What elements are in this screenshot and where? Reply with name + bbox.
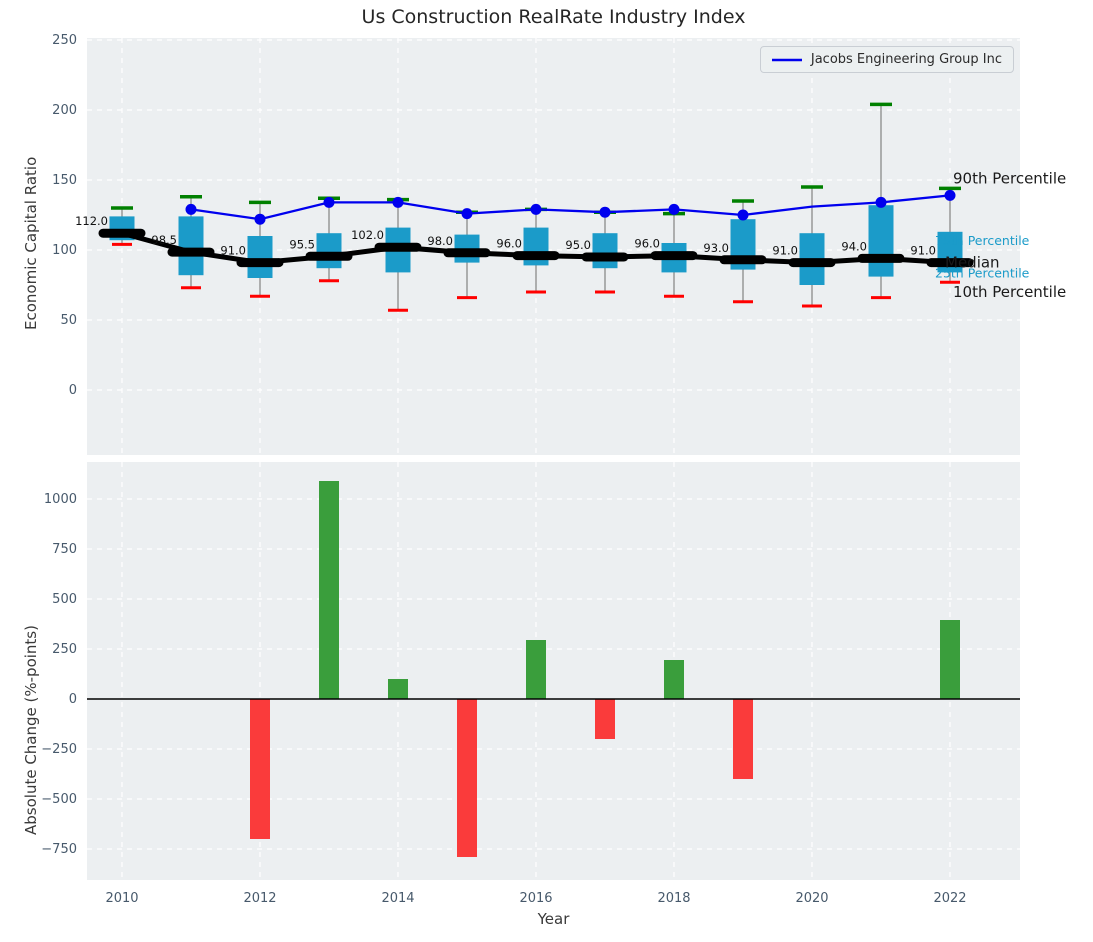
- iqr-box-2021: [868, 205, 894, 277]
- top-y-tick: 50: [60, 313, 77, 328]
- top-y-axis-label: Economic Capital Ratio: [22, 156, 40, 330]
- company-point-2011: [185, 203, 197, 215]
- x-tick-2014: 2014: [381, 891, 414, 906]
- company-point-2018: [668, 203, 680, 215]
- company-point-2013: [323, 196, 335, 208]
- median-value-label-2010: 112.0: [75, 214, 108, 228]
- box-group-2011: [178, 195, 204, 290]
- bottom-plot-area: [87, 462, 1020, 880]
- median-value-label-2016: 96.0: [496, 237, 522, 251]
- top-chart-boxplot: 0 50 100 150 200 250 112.0 98.5 91.0 95.5 102.0 98.…: [52, 33, 1066, 455]
- change-bar-2019: [733, 699, 753, 779]
- x-tick-2018: 2018: [657, 891, 690, 906]
- company-point-2012: [254, 213, 266, 225]
- median-value-label-2019: 93.0: [703, 241, 729, 255]
- bottom-y-tick: 1000: [44, 492, 77, 507]
- iqr-box-2011: [178, 216, 204, 276]
- median-value-label-2022: 91.0: [910, 244, 936, 258]
- change-bar-2017: [595, 699, 615, 739]
- x-axis-label: Year: [537, 910, 570, 928]
- legend-line-sample: [771, 58, 802, 61]
- median-value-label-2018: 96.0: [634, 237, 660, 251]
- change-bar-2016: [526, 640, 546, 699]
- annotation-75th-percentile: 75th Percentile: [935, 233, 1030, 248]
- median-value-label-2020: 91.0: [772, 244, 798, 258]
- top-y-tick: 0: [69, 383, 77, 398]
- change-bar-2012: [250, 699, 270, 839]
- chart-title: Us Construction RealRate Industry Index: [361, 6, 746, 28]
- top-y-tick: 250: [52, 33, 77, 48]
- change-bar-2014: [388, 679, 408, 699]
- company-point-2021: [875, 196, 887, 208]
- annotation-25th-percentile: 25th Percentile: [935, 265, 1030, 280]
- median-value-label-2013: 95.5: [289, 237, 315, 251]
- median-value-label-2012: 91.0: [220, 244, 246, 258]
- bottom-chart-bars: 1000 750 500 250 0 −250 −500 −750 2010 2012 2014 20…: [41, 462, 1020, 906]
- change-bar-2013: [319, 481, 339, 699]
- x-tick-2022: 2022: [933, 891, 966, 906]
- iqr-box-2012: [247, 236, 273, 278]
- change-bar-2022: [940, 620, 960, 699]
- company-point-2014: [392, 196, 404, 208]
- x-tick-2010: 2010: [105, 891, 138, 906]
- median-value-label-2021: 94.0: [841, 239, 867, 253]
- annotation-90th-percentile: 90th Percentile: [953, 170, 1066, 188]
- median-value-label-2015: 98.0: [427, 234, 453, 248]
- iqr-box-2017: [592, 233, 618, 269]
- annotation-10th-percentile: 10th Percentile: [953, 283, 1066, 301]
- x-tick-2020: 2020: [795, 891, 828, 906]
- company-line: [190, 194, 951, 221]
- box-group-2013: [316, 196, 342, 283]
- bottom-y-tick: −500: [41, 792, 77, 807]
- median-value-label-2014: 102.0: [351, 228, 384, 242]
- median-value-label-2017: 95.0: [565, 238, 591, 252]
- bottom-y-tick: −750: [41, 842, 77, 857]
- legend: Jacobs Engineering Group Inc: [759, 46, 1014, 73]
- company-point-2015: [461, 208, 473, 220]
- median-value-label-2011: 98.5: [151, 233, 177, 247]
- company-point-2017: [599, 206, 611, 218]
- x-tick-2016: 2016: [519, 891, 552, 906]
- bottom-y-tick: 250: [52, 642, 77, 657]
- bottom-y-tick: 0: [69, 692, 77, 707]
- legend-label: Jacobs Engineering Group Inc: [810, 52, 1002, 67]
- iqr-box-2013: [316, 233, 342, 269]
- bottom-y-tick: 750: [52, 542, 77, 557]
- top-y-tick: 200: [52, 103, 77, 118]
- change-bar-2015: [457, 699, 477, 857]
- change-bar-2018: [664, 660, 684, 699]
- company-point-2016: [530, 203, 542, 215]
- annotation-median: Median: [945, 254, 1000, 272]
- company-point-2022: [944, 189, 956, 201]
- top-plot-area: [87, 38, 1020, 455]
- bottom-y-axis-label: Absolute Change (%-points): [22, 625, 40, 835]
- x-tick-2012: 2012: [243, 891, 276, 906]
- top-y-tick: 100: [52, 243, 77, 258]
- bottom-y-tick: 500: [52, 592, 77, 607]
- company-point-2019: [737, 209, 749, 221]
- top-y-tick: 150: [52, 173, 77, 188]
- bottom-y-tick: −250: [41, 742, 77, 757]
